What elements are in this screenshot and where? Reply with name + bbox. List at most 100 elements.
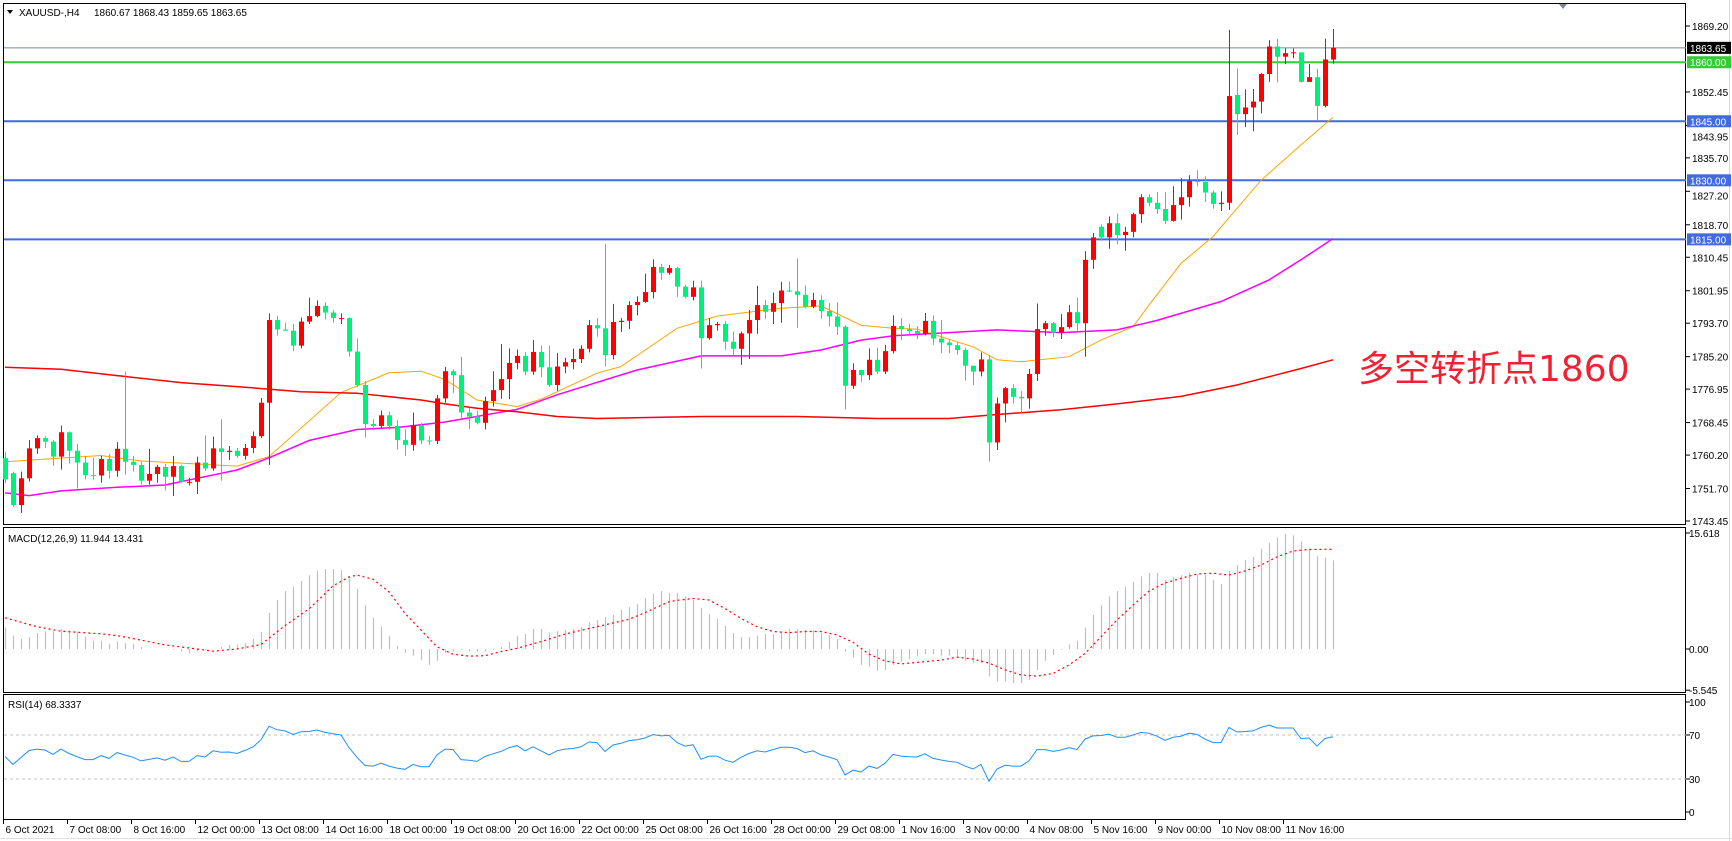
macd-tick-label: -5.545 (1689, 686, 1718, 697)
rsi-line (4, 724, 1334, 783)
time-tick-label: 29 Oct 08:00 (838, 825, 896, 836)
macd-signal (4, 548, 1334, 677)
candle-body (963, 349, 968, 366)
macd-panel[interactable]: 15.618 0.00 -5.545 MACD(12,26,9) 11.944 13… (3, 527, 1721, 698)
candle-body (35, 438, 40, 449)
triangle-down-icon[interactable] (7, 10, 13, 14)
candle-body (1139, 197, 1144, 215)
price-panel[interactable]: 1869.20 1852.45 1843.95 1835.70 1827.20 1818.… (3, 3, 1731, 529)
candle-body (131, 461, 136, 465)
candle-body (123, 448, 128, 462)
candle-body (835, 316, 840, 327)
rsi-tick-label: 30 (1689, 775, 1701, 786)
price-tick-label: 1793.70 (1692, 319, 1729, 330)
candle-body (795, 291, 800, 295)
candle-body (475, 416, 480, 423)
macd-title: MACD(12,26,9) 11.944 13.431 (8, 534, 144, 545)
candle-body (1291, 52, 1296, 54)
candle-body (707, 325, 712, 339)
candle-body (1019, 396, 1024, 399)
rsi-series (4, 724, 1334, 783)
candle-body (1131, 214, 1136, 232)
candle-body (699, 287, 704, 339)
candle-body (867, 359, 872, 376)
candle-body (27, 448, 32, 479)
annotation-text: 多空转折点1860 (1358, 349, 1630, 390)
candle-body (171, 466, 176, 477)
candle-body (843, 326, 848, 386)
candle-body (755, 305, 760, 321)
candle-body (483, 401, 488, 423)
candle-body (907, 329, 912, 332)
candle-body (1067, 312, 1072, 328)
time-tick-label: 13 Oct 08:00 (262, 825, 320, 836)
candle-body (315, 305, 320, 317)
candle-body (1035, 329, 1040, 374)
candle-body (1259, 74, 1264, 102)
candle-body (243, 447, 248, 456)
candle-body (227, 450, 232, 452)
candle-body (1187, 181, 1192, 198)
candle-body (1123, 231, 1128, 236)
candle-body (115, 448, 120, 471)
price-tick-label: 1801.95 (1692, 287, 1729, 298)
candle-body (875, 359, 880, 372)
candle-body (267, 320, 272, 403)
rsi-tick-label: 100 (1689, 698, 1706, 709)
candle-body (675, 268, 680, 287)
candle-body (915, 331, 920, 334)
level-label: 1845.00 (1690, 117, 1727, 128)
time-tick-label: 6 Oct 2021 (6, 825, 55, 836)
candle-body (819, 299, 824, 311)
chart-shift-marker-icon[interactable] (1559, 4, 1567, 9)
candle-body (723, 323, 728, 342)
macd-tick-label: 15.618 (1689, 529, 1720, 540)
price-tick-label: 1776.95 (1692, 385, 1729, 396)
rsi-panel[interactable]: 100 70 30 0 RSI(14) 68.3337 (3, 694, 1707, 820)
candle-body (1091, 237, 1096, 260)
level-label: 1815.00 (1690, 235, 1727, 246)
candle-body (1195, 181, 1200, 183)
candle-body (19, 478, 24, 506)
candle-body (1011, 388, 1016, 397)
candle-body (955, 345, 960, 350)
candle-body (259, 402, 264, 437)
time-tick-label: 25 Oct 08:00 (646, 825, 704, 836)
rsi-axis: 100 70 30 0 (1686, 698, 1706, 819)
candle-body (1115, 223, 1120, 236)
candle-body (435, 398, 440, 441)
candle-body (51, 441, 56, 457)
candle-body (787, 290, 792, 292)
price-tick-label: 1818.70 (1692, 221, 1729, 232)
candle-body (1307, 77, 1312, 82)
candle-body (931, 320, 936, 339)
candle-body (347, 318, 352, 352)
candle-body (1147, 197, 1152, 203)
candle-body (179, 466, 184, 482)
candle-body (387, 415, 392, 426)
candle-body (659, 266, 664, 273)
candle-body (419, 425, 424, 441)
time-tick-label: 22 Oct 00:00 (582, 825, 640, 836)
time-tick-label: 19 Oct 08:00 (454, 825, 512, 836)
candle-body (187, 481, 192, 483)
candle-body (195, 462, 200, 482)
price-panel-frame (3, 3, 1686, 525)
candle-body (547, 367, 552, 385)
macd-axis: 15.618 0.00 -5.545 (1686, 529, 1720, 697)
candle-body (299, 321, 304, 346)
candle-body (211, 448, 216, 469)
candle-body (995, 403, 1000, 443)
candle-body (939, 338, 944, 343)
candle-body (451, 371, 456, 376)
price-tick-label: 1869.20 (1692, 22, 1729, 33)
candle-body (771, 303, 776, 312)
candle-body (651, 266, 656, 293)
macd-tick-label: 0.00 (1689, 645, 1709, 656)
time-tick-label: 10 Nov 08:00 (1222, 825, 1282, 836)
candle-body (275, 320, 280, 330)
candle-body (1171, 205, 1176, 221)
candle-body (427, 440, 432, 442)
